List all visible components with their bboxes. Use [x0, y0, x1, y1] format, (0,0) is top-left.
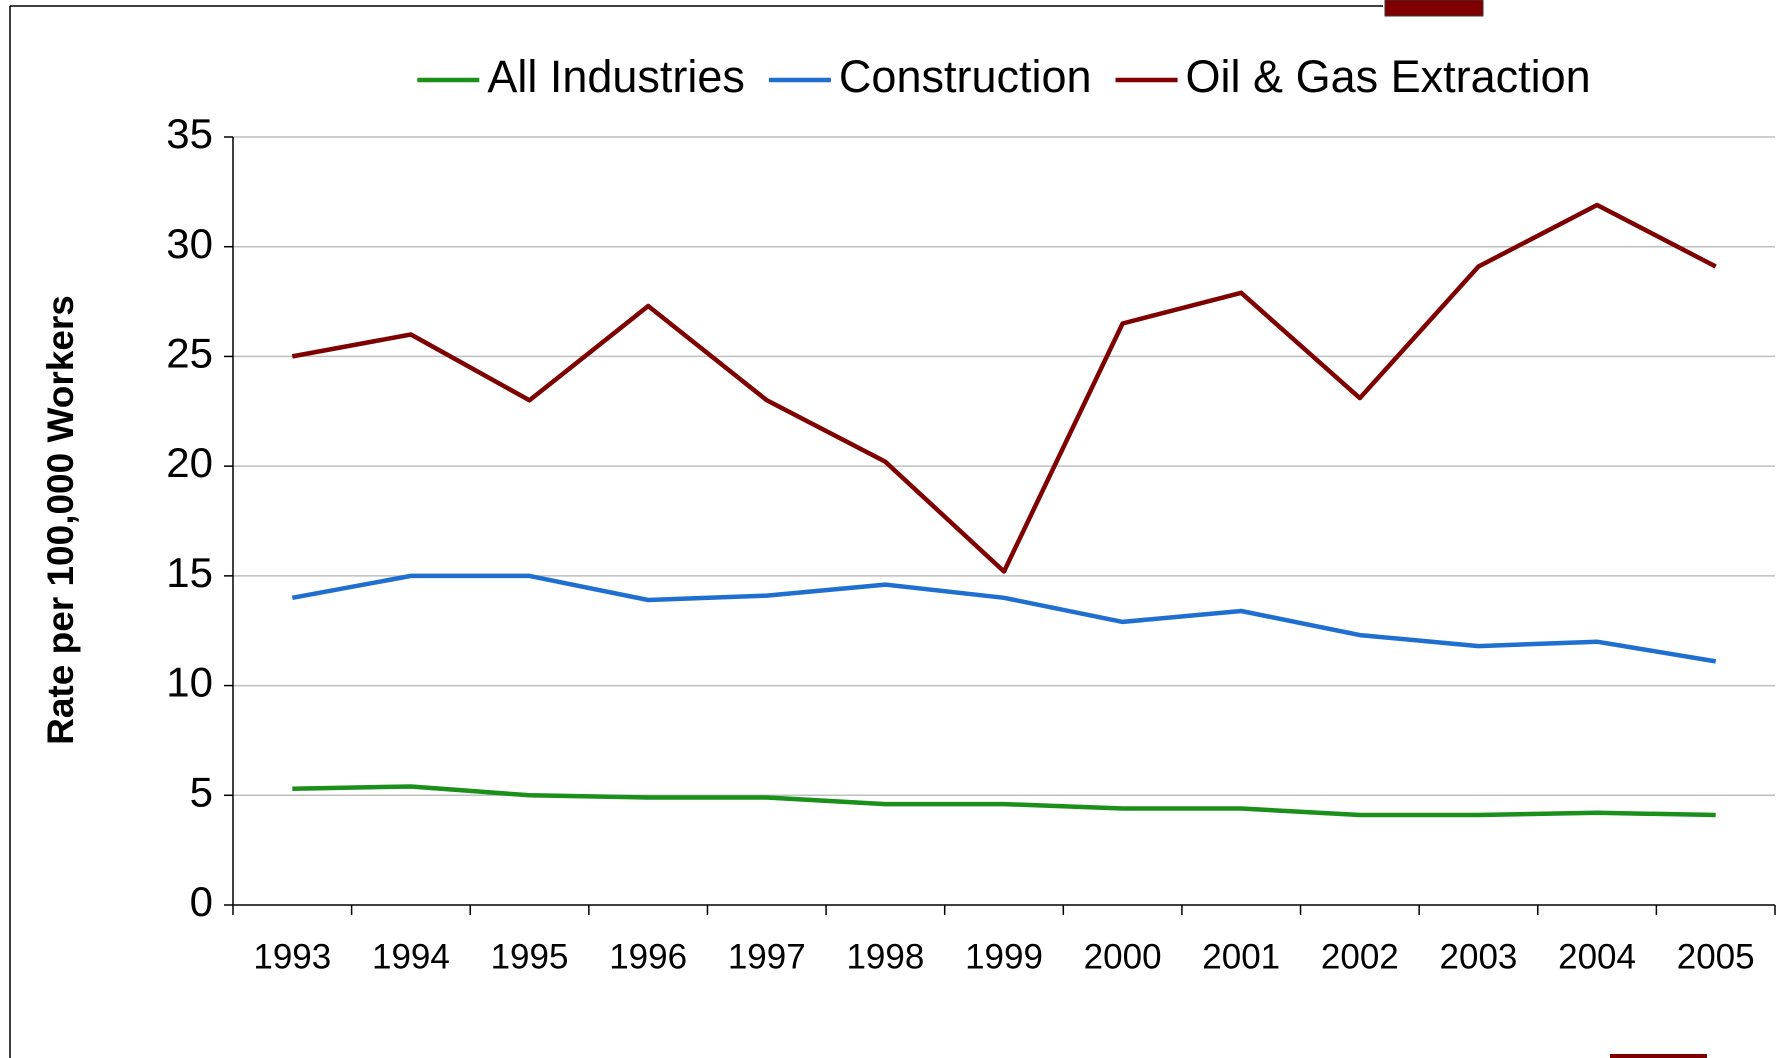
x-tick-label: 1999: [965, 937, 1043, 976]
y-tick-label: 15: [166, 549, 213, 596]
x-tick-label: 1994: [372, 937, 450, 976]
y-tick-label: 30: [166, 220, 213, 267]
x-tick-label: 1998: [846, 937, 924, 976]
x-tick-label: 1997: [728, 937, 806, 976]
y-tick-label: 0: [190, 878, 213, 925]
legend-label: Oil & Gas Extraction: [1186, 51, 1591, 102]
line-series: [291, 573, 1717, 664]
y-axis-title: Rate per 100,000 Workers: [40, 295, 81, 745]
x-tick-label: 1995: [491, 937, 569, 976]
x-tick-label: 2003: [1440, 937, 1518, 976]
x-tick-label: 2001: [1202, 937, 1280, 976]
y-tick-label: 5: [190, 768, 213, 815]
line-series: [292, 784, 1716, 818]
x-tick-label: 1996: [609, 937, 687, 976]
y-tick-label: 10: [166, 659, 213, 706]
x-tick-label: 2005: [1677, 937, 1755, 976]
decoration: [1384, 0, 1484, 17]
legend-label: Construction: [839, 51, 1092, 102]
y-tick-label: 20: [166, 439, 213, 486]
y-tick-label: 35: [166, 110, 213, 157]
line-series: [291, 202, 1717, 574]
x-tick-label: 2002: [1321, 937, 1399, 976]
x-tick-label: 2000: [1084, 937, 1162, 976]
decoration: [1610, 1054, 1707, 1058]
y-tick-label: 25: [166, 330, 213, 377]
x-tick-label: 2004: [1558, 937, 1636, 976]
legend-label: All Industries: [487, 51, 745, 102]
x-tick-label: 1993: [253, 937, 331, 976]
